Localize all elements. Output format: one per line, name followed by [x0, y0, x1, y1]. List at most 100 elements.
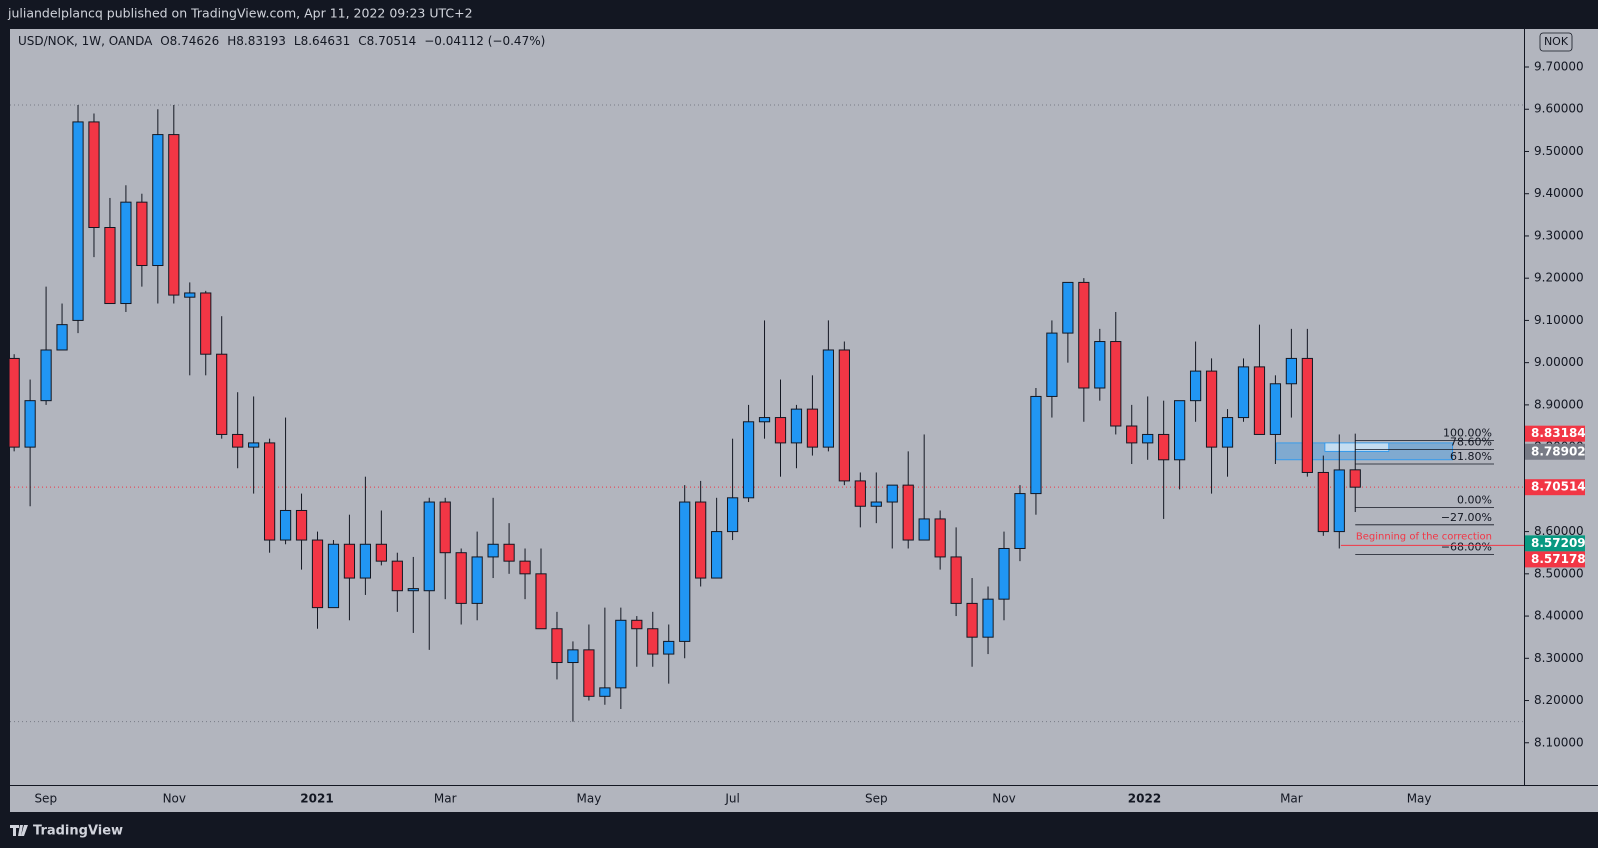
- candle: [24, 379, 36, 507]
- price-tag-label: 8.57209: [1531, 536, 1586, 550]
- candle: [1110, 311, 1122, 435]
- zone: [1324, 442, 1390, 452]
- candle-body: [870, 501, 882, 507]
- candle: [391, 552, 403, 612]
- candle: [359, 476, 371, 595]
- candle: [790, 404, 803, 469]
- price-tag: [1525, 535, 1585, 552]
- candle-body: [1078, 281, 1090, 389]
- price-tag: [1525, 551, 1585, 568]
- candle-body: [263, 442, 276, 541]
- candle: [726, 438, 739, 541]
- candle: [88, 113, 100, 258]
- candle: [1317, 455, 1329, 536]
- candle-body: [343, 543, 356, 579]
- candle-body: [1301, 357, 1313, 473]
- candle-body: [40, 349, 52, 402]
- candle: [663, 624, 675, 684]
- candle-body: [998, 547, 1010, 600]
- candle: [200, 290, 212, 376]
- candle: [455, 548, 467, 625]
- candle-body: [1253, 366, 1266, 435]
- candle-body: [136, 201, 148, 267]
- y-tick-label: 9.20000: [1534, 271, 1584, 285]
- candle-body: [711, 531, 723, 579]
- candle-body: [120, 201, 132, 305]
- candle-body: [152, 134, 164, 267]
- candle: [40, 286, 52, 405]
- candle: [1205, 358, 1218, 494]
- candle: [679, 485, 691, 659]
- x-tick-label: Nov: [992, 792, 1015, 806]
- candle-body: [774, 417, 787, 444]
- candle: [295, 493, 308, 570]
- price-tag-label: 8.78902: [1531, 444, 1586, 458]
- y-tick-label: 8.50000: [1534, 566, 1584, 580]
- candle-body: [695, 501, 707, 579]
- candle: [519, 548, 531, 600]
- candle-body: [1014, 493, 1026, 549]
- candle-body: [615, 619, 627, 689]
- candle-body: [359, 543, 371, 579]
- fib-label: 61.80%: [1450, 450, 1492, 463]
- legend: USD/NOK, 1W, OANDA O8.74626 H8.83193 L8.646…: [18, 34, 545, 48]
- candle-body: [599, 687, 611, 697]
- candle: [567, 641, 579, 722]
- candle-body: [1221, 417, 1234, 448]
- candle-body: [902, 484, 914, 541]
- price-tag-label: 8.70514: [1531, 480, 1586, 494]
- candle-body: [487, 543, 499, 558]
- candle: [998, 531, 1010, 621]
- candle: [854, 472, 866, 528]
- candle-body: [455, 552, 467, 604]
- candle-body: [1189, 370, 1202, 402]
- candle: [1301, 328, 1313, 477]
- candle-body: [950, 556, 962, 604]
- candle: [263, 438, 276, 553]
- candle: [120, 185, 132, 312]
- candle: [487, 497, 499, 579]
- candle: [327, 540, 340, 609]
- candle: [966, 578, 978, 667]
- y-tick-label: 8.30000: [1534, 651, 1584, 665]
- brand: TradingView: [33, 824, 123, 839]
- candle-body: [1126, 425, 1138, 444]
- y-tick-label: 8.60000: [1534, 524, 1584, 538]
- candle-body: [8, 357, 20, 448]
- fib-label: −27.00%: [1441, 511, 1492, 524]
- candle: [902, 451, 914, 549]
- y-tick-label: 8.10000: [1534, 735, 1584, 749]
- candle: [822, 320, 834, 452]
- x-tick-label: Mar: [434, 792, 457, 806]
- candle-body: [966, 602, 978, 638]
- candle-body: [918, 518, 930, 541]
- candle-body: [1142, 433, 1154, 444]
- candle-body: [24, 400, 36, 448]
- candle-body: [567, 649, 579, 664]
- candle-body: [854, 480, 866, 507]
- candle-body: [168, 134, 180, 296]
- candle-body: [56, 324, 68, 351]
- candle: [535, 548, 547, 630]
- candle: [631, 616, 643, 667]
- candle: [439, 497, 451, 600]
- candle: [870, 472, 882, 524]
- candle-body: [1237, 366, 1250, 419]
- legend-item: C8.70514: [358, 34, 416, 48]
- candle-body: [200, 292, 212, 355]
- candle: [1062, 281, 1074, 363]
- candle: [1174, 400, 1186, 490]
- candle-body: [886, 484, 898, 503]
- candle-body: [279, 509, 292, 541]
- candle: [886, 484, 898, 549]
- candle-body: [1046, 332, 1058, 397]
- correction-label: Beginning of the correction: [1356, 531, 1492, 542]
- plot-area: [10, 29, 1524, 785]
- candle: [599, 607, 611, 705]
- y-tick-label: 9.50000: [1534, 144, 1584, 158]
- candle: [152, 109, 164, 304]
- candle: [1189, 341, 1202, 422]
- candle: [248, 396, 260, 494]
- x-tick-label: Jul: [724, 792, 739, 806]
